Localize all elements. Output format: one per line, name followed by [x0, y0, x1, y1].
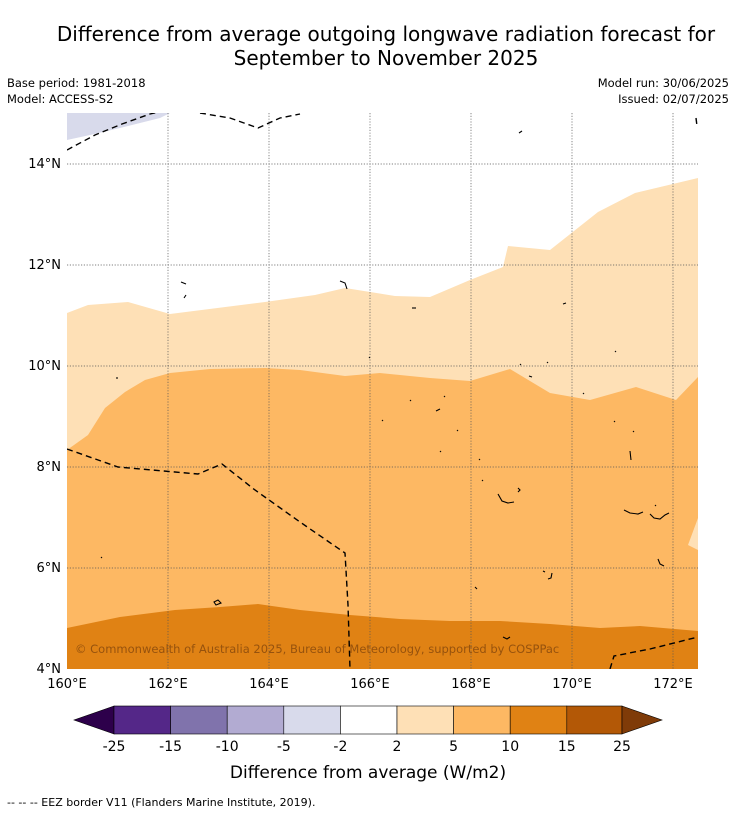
meta-left: Base period: 1981-2018 Model: ACCESS-S2 — [7, 75, 146, 107]
lon-label: 168°E — [451, 677, 491, 692]
colorbar-tick-label: -15 — [159, 739, 182, 755]
lat-label: 4°N — [37, 662, 62, 677]
colorbar-segment — [283, 705, 341, 735]
colorbar-segment — [113, 705, 171, 735]
colorbar-tick-label: 5 — [449, 739, 458, 755]
copyright-text: © Commonwealth of Australia 2025, Bureau… — [75, 642, 559, 656]
title-line-2: September to November 2025 — [233, 46, 539, 70]
eez-legend-note: -- -- -- EEZ border V11 (Flanders Marine… — [7, 796, 316, 809]
colorbar-tick-label: 25 — [613, 739, 631, 755]
lon-label: 160°E — [47, 677, 87, 692]
colorbar-tick-label: 10 — [501, 739, 519, 755]
colorbar-segment — [226, 705, 285, 735]
lon-label: 162°E — [148, 677, 188, 692]
model-run: Model run: 30/06/2025 — [597, 76, 729, 90]
map-panel: © Commonwealth of Australia 2025, Bureau… — [67, 113, 698, 669]
colorbar-tick-label: -10 — [216, 739, 239, 755]
colorbar-label: Difference from average (W/m2) — [230, 763, 506, 783]
lat-label: 6°N — [37, 561, 62, 576]
colorbar-tick-label: 2 — [393, 739, 402, 755]
lon-label: 172°E — [653, 677, 693, 692]
title-line-1: Difference from average outgoing longwav… — [56, 22, 716, 46]
lon-labels: 160°E 162°E 164°E 166°E 168°E 170°E 172°… — [47, 677, 693, 692]
colorbar-tick-label: 15 — [558, 739, 576, 755]
colorbar-segment — [396, 705, 454, 735]
lat-label: 8°N — [37, 460, 62, 475]
islands — [100, 130, 670, 640]
model-name: Model: ACCESS-S2 — [7, 92, 114, 106]
lat-label: 14°N — [28, 157, 61, 172]
band-10-15 — [67, 604, 698, 669]
lon-label: 164°E — [249, 677, 289, 692]
lon-label: 170°E — [552, 677, 592, 692]
issued-date: Issued: 02/07/2025 — [618, 92, 729, 106]
lat-labels: 14°N 12°N 10°N 8°N 6°N 4°N — [28, 157, 61, 677]
colorbar-tick-label: -25 — [103, 739, 126, 755]
colorbar-ticks: -25 -15 -10 -5 -2 2 5 10 15 25 — [103, 739, 631, 755]
colorbar-tick-label: -2 — [333, 739, 347, 755]
colorbar-segment — [340, 705, 398, 735]
colorbar-segment — [453, 705, 511, 735]
gridlines — [67, 113, 698, 669]
eez-borders — [67, 113, 698, 669]
lat-label: 10°N — [28, 359, 61, 374]
map-title: Difference from average outgoing longwav… — [0, 22, 736, 70]
lat-label: 12°N — [28, 258, 61, 273]
colorbar-extend-low — [73, 705, 115, 735]
base-period: Base period: 1981-2018 — [7, 76, 146, 90]
band-negative-small — [67, 113, 170, 140]
colorbar-segment — [170, 705, 228, 735]
colorbar: -25 -15 -10 -5 -2 2 5 10 15 25 Differenc… — [73, 705, 663, 783]
meta-right: Model run: 30/06/2025 Issued: 02/07/2025 — [598, 75, 729, 107]
lon-label: 166°E — [350, 677, 390, 692]
colorbar-extend-high — [621, 705, 663, 735]
colorbar-segment — [509, 705, 568, 735]
colorbar-tick-label: -5 — [277, 739, 291, 755]
band-5-10 — [67, 368, 698, 669]
colorbar-segment — [566, 705, 623, 735]
